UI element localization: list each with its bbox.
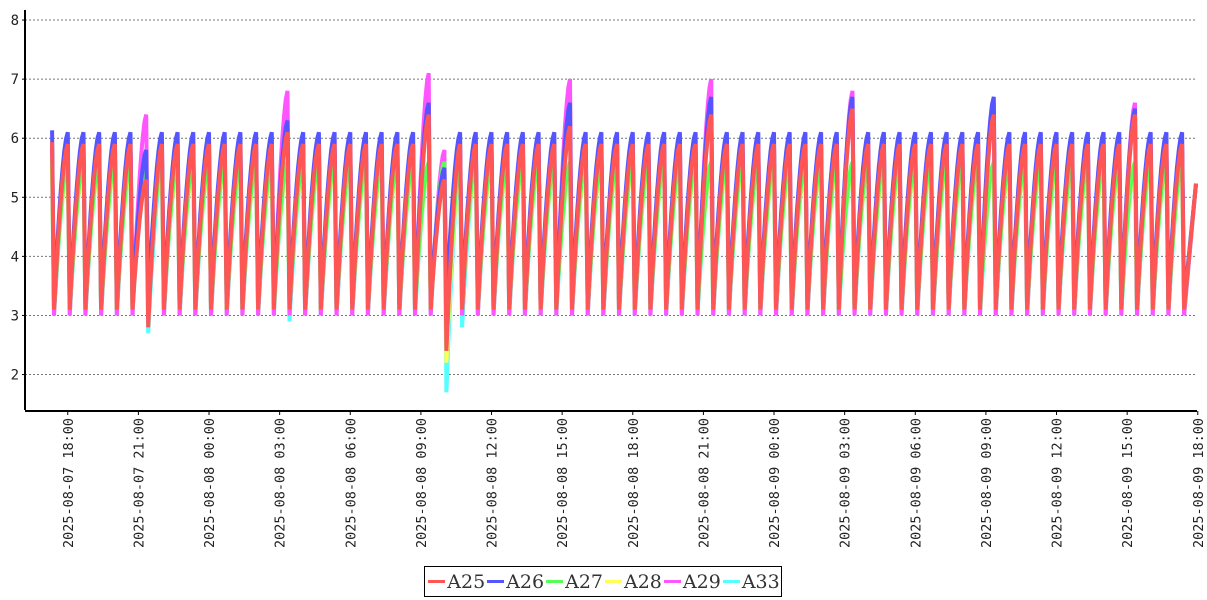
legend: A25 A26 A27 A28 A29 A33 (424, 566, 782, 597)
x-tick-label: 2025-08-09 15:00 (1120, 418, 1136, 548)
x-tick-label: 2025-08-08 00:00 (202, 418, 218, 548)
x-tick-label: 2025-08-09 00:00 (767, 418, 783, 548)
legend-label: A25 (447, 570, 486, 593)
legend-swatch (663, 580, 681, 583)
x-tick-label: 2025-08-08 06:00 (343, 418, 359, 548)
legend-item-A29: A29 (662, 571, 721, 593)
x-tick-label: 2025-08-09 09:00 (979, 418, 995, 548)
y-tick-label: 7 (11, 72, 19, 88)
y-tick-label: 8 (11, 13, 19, 29)
legend-item-A26: A26 (485, 571, 544, 593)
x-tick-label: 2025-08-09 18:00 (1191, 418, 1207, 548)
legend-swatch (546, 580, 564, 583)
x-tick-label: 2025-08-09 03:00 (838, 418, 854, 548)
y-tick-label: 5 (11, 190, 19, 206)
legend-label: A33 (741, 570, 780, 593)
y-tick-label: 3 (11, 308, 19, 324)
legend-swatch (487, 580, 505, 583)
x-tick-label: 2025-08-07 18:00 (61, 418, 77, 548)
legend-item-A25: A25 (426, 571, 485, 593)
legend-item-A33: A33 (721, 571, 780, 593)
x-tick-label: 2025-08-08 09:00 (414, 418, 430, 548)
legend-item-A27: A27 (544, 571, 603, 593)
legend-swatch (722, 580, 740, 583)
x-tick-label: 2025-08-08 12:00 (485, 418, 501, 548)
x-tick-label: 2025-08-09 12:00 (1050, 418, 1066, 548)
x-tick-label: 2025-08-07 21:00 (131, 418, 147, 548)
legend-label: A29 (682, 570, 721, 593)
x-tick-label: 2025-08-08 18:00 (626, 418, 642, 548)
x-tick-label: 2025-08-09 06:00 (908, 418, 924, 548)
legend-label: A28 (624, 570, 662, 593)
y-tick-label: 6 (11, 131, 19, 147)
legend-swatch (428, 580, 446, 583)
y-tick-label: 2 (11, 368, 19, 384)
legend-label: A26 (506, 570, 545, 593)
x-tick-label: 2025-08-08 03:00 (273, 418, 289, 548)
y-tick-label: 4 (11, 249, 19, 265)
x-tick-label: 2025-08-08 15:00 (555, 418, 571, 548)
series-line-A25 (50, 108, 1198, 351)
x-tick-label: 2025-08-08 21:00 (696, 418, 712, 548)
legend-label: A27 (565, 570, 603, 593)
legend-swatch (605, 580, 622, 583)
legend-item-A28: A28 (603, 571, 662, 593)
